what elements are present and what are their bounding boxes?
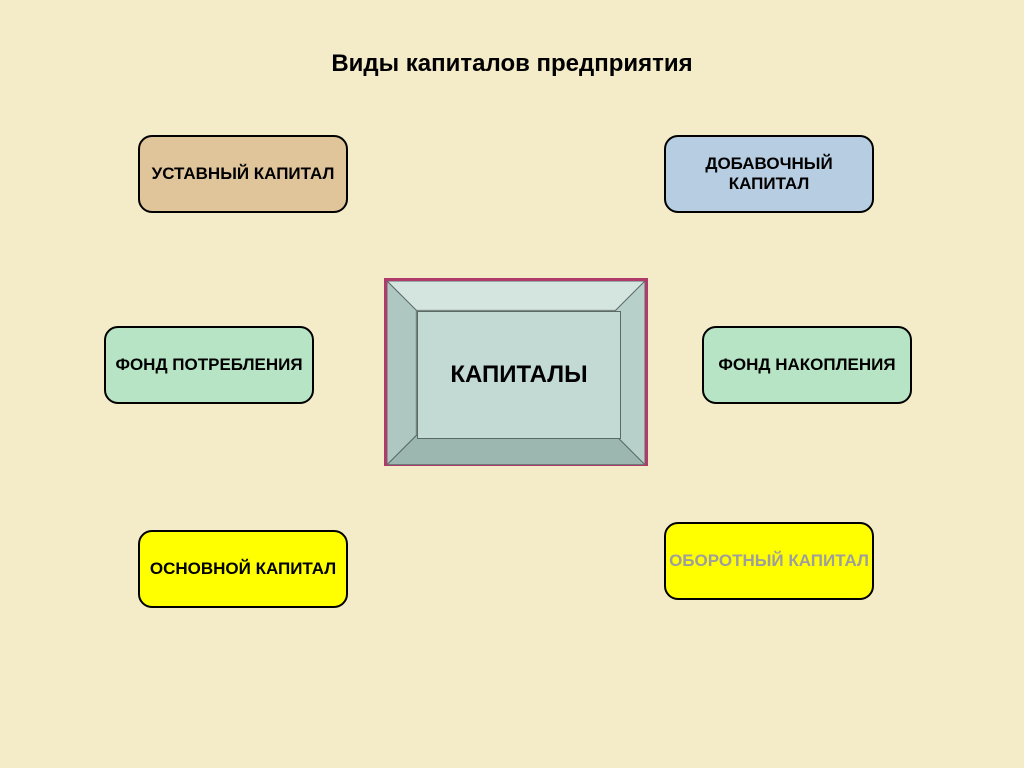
node-charter-capital: УСТАВНЫЙ КАПИТАЛ [138, 135, 348, 213]
center-label: КАПИТАЛЫ [417, 311, 621, 439]
node-consumption-fund: ФОНД ПОТРЕБЛЕНИЯ [104, 326, 314, 404]
node-accumulation-fund: ФОНД НАКОПЛЕНИЯ [702, 326, 912, 404]
center-block: КАПИТАЛЫ [384, 278, 648, 466]
diagram-canvas: Виды капиталов предприятия УСТАВНЫЙ КАПИ… [0, 0, 1024, 768]
node-additional-capital: ДОБАВОЧНЫЙ КАПИТАЛ [664, 135, 874, 213]
node-working-capital: ОБОРОТНЫЙ КАПИТАЛ [664, 522, 874, 600]
node-fixed-capital: ОСНОВНОЙ КАПИТАЛ [138, 530, 348, 608]
diagram-title: Виды капиталов предприятия [0, 50, 1024, 78]
